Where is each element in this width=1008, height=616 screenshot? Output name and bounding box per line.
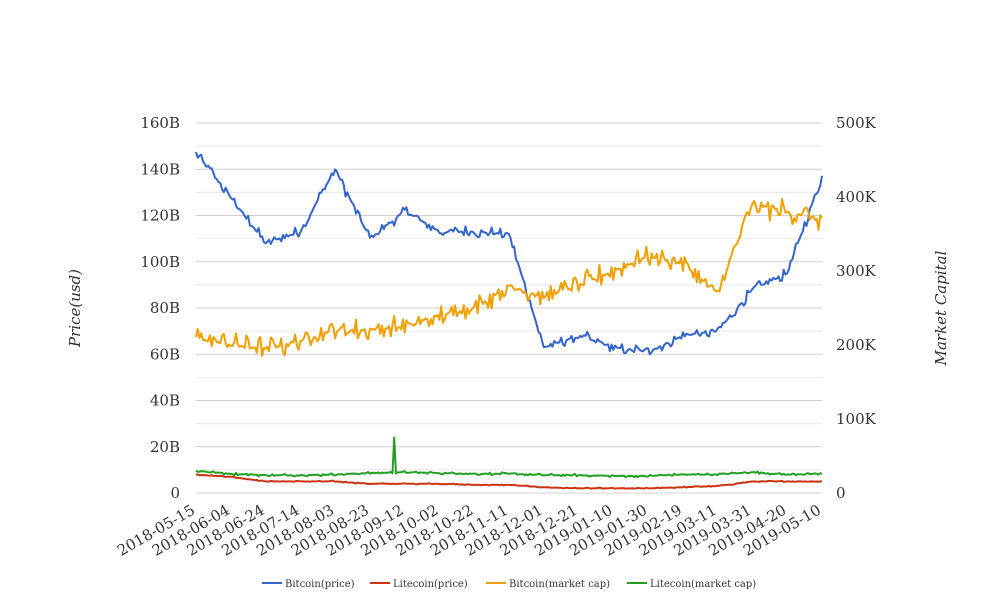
left-tick-label: 160B bbox=[140, 114, 180, 132]
x-axis: 2018-05-152018-06-042018-06-242018-07-14… bbox=[114, 501, 824, 560]
right-tick-label: 500K bbox=[836, 114, 877, 132]
right-tick-label: 100K bbox=[836, 410, 877, 428]
left-tick-label: 60B bbox=[150, 345, 180, 363]
left-tick-label: 120B bbox=[140, 207, 180, 225]
right-tick-label: 200K bbox=[836, 336, 877, 354]
legend-label: Litecoin(price) bbox=[393, 579, 468, 590]
series-line-litecoin-price bbox=[195, 473, 822, 490]
right-tick-label: 400K bbox=[836, 188, 877, 206]
legend: Bitcoin(price) Litecoin(price) Bitcoin(mar… bbox=[262, 579, 756, 590]
left-tick-label: 100B bbox=[140, 253, 180, 271]
left-tick-label: 80B bbox=[150, 299, 180, 317]
grid-lines bbox=[196, 122, 822, 494]
left-tick-label: 0 bbox=[170, 484, 180, 502]
right-tick-label: 0 bbox=[836, 484, 846, 502]
left-tick-label: 20B bbox=[150, 438, 180, 456]
right-tick-label: 300K bbox=[836, 262, 877, 280]
left-tick-label: 40B bbox=[150, 392, 180, 410]
left-tick-label: 140B bbox=[140, 160, 180, 178]
series-line-litecoin-market-cap bbox=[195, 436, 823, 479]
series-line-bitcoin-market-cap bbox=[195, 197, 823, 357]
series-layer bbox=[195, 151, 823, 490]
right-axis-title: Market Capital bbox=[932, 250, 950, 366]
series-line-bitcoin-price bbox=[195, 151, 823, 356]
right-axis: 0 100K 200K 300K 400K 500K bbox=[836, 114, 877, 502]
left-axis: 0 20B 40B 60B 80B 100B 120B 140B 160B bbox=[140, 114, 180, 502]
left-axis-title: Price(usd) bbox=[66, 269, 84, 348]
legend-label: Bitcoin(market cap) bbox=[509, 579, 610, 590]
legend-label: Litecoin(market cap) bbox=[650, 579, 756, 590]
legend-label: Bitcoin(price) bbox=[285, 579, 355, 590]
